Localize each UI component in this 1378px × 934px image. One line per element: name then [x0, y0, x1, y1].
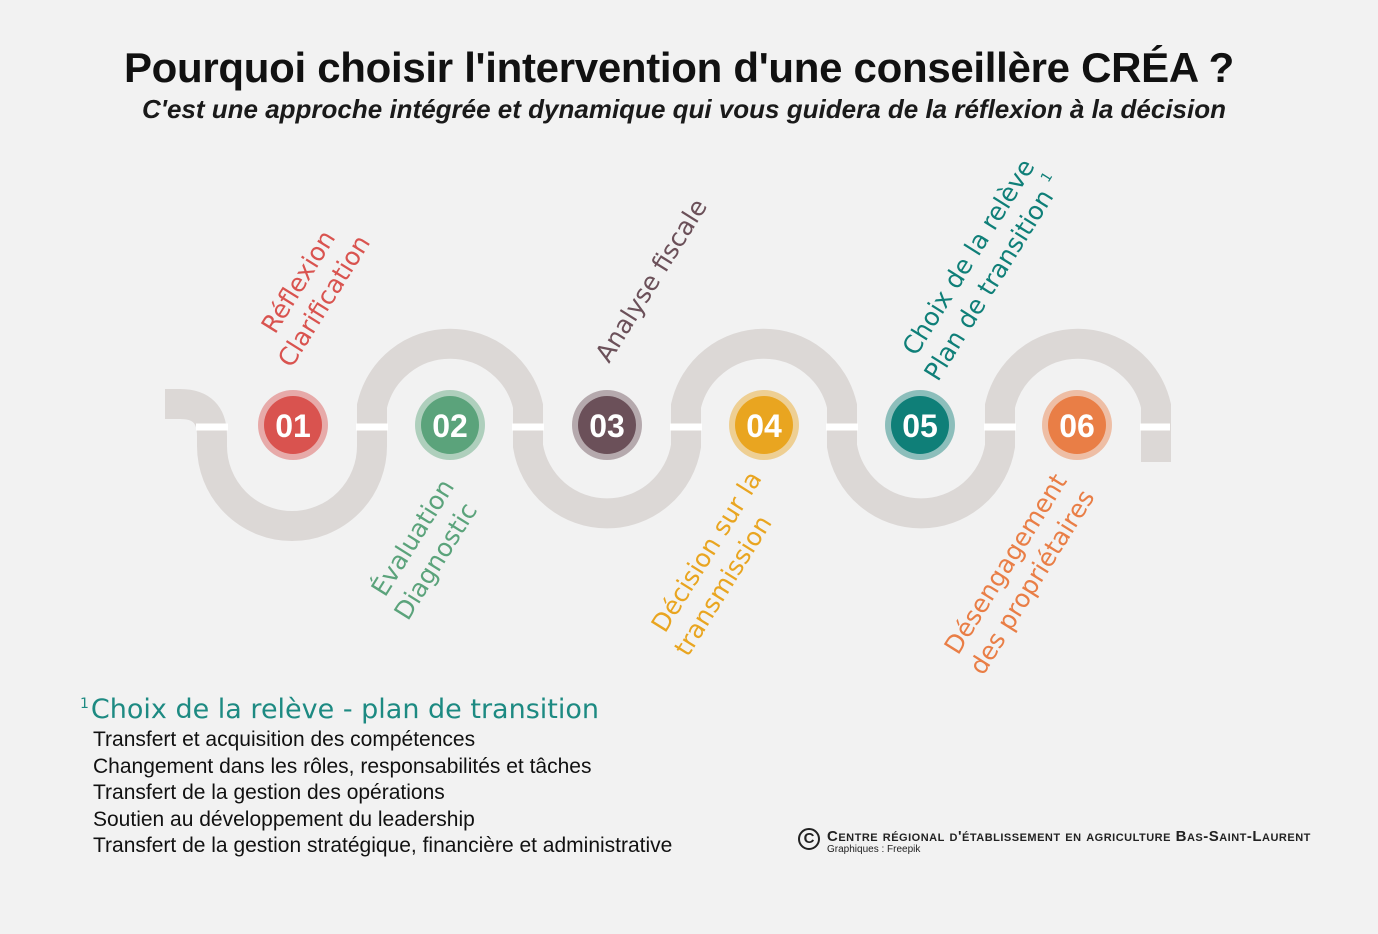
step-01: 01 Réflexion Clarification [245, 213, 376, 460]
step-05-number: 05 [902, 408, 938, 444]
step-01-inner [264, 396, 322, 454]
page-subtitle: C'est une approche intégrée et dynamique… [141, 94, 1226, 124]
step-05-note: 1 [1038, 169, 1056, 185]
footnote-heading: 1Choix de la relève - plan de transition [80, 694, 672, 725]
credit-graphics: Graphiques : Freepik [827, 844, 921, 855]
step-04-inner [735, 396, 793, 454]
step-02-inner [421, 396, 479, 454]
footnote-marker: 1 [80, 696, 89, 712]
footnote-heading-text: Choix de la relève - plan de transition [90, 694, 600, 725]
step-02-number: 02 [432, 408, 468, 444]
step-06: 06 Désengagement des propriétaires [938, 390, 1112, 680]
page-title: Pourquoi choisir l'intervention d'une co… [123, 44, 1235, 91]
footnote-list: Transfert et acquisition des compétences… [93, 727, 672, 860]
step-01-number: 01 [275, 408, 311, 444]
step-05-inner [891, 396, 949, 454]
credit-organization: Centre régional d'établissement en agric… [827, 828, 1311, 845]
step-03-line1: Analyse fiscale [589, 194, 712, 368]
list-item: Changement dans les rôles, responsabilit… [93, 754, 592, 778]
step-06-inner [1048, 396, 1106, 454]
step-06-number: 06 [1059, 408, 1095, 444]
step-03-label: Analyse fiscale [589, 194, 712, 368]
wave-path [165, 328, 1171, 541]
step-02-label: Évaluation Diagnostic [361, 467, 491, 625]
list-item: Soutien au développement du leadership [93, 807, 475, 831]
copyright-icon: C [798, 828, 820, 850]
footnote: 1Choix de la relève - plan de transition… [80, 694, 672, 860]
step-05: 05 Choix de la relève Plan de transition… [885, 154, 1059, 460]
step-03-inner [578, 396, 636, 454]
step-01-label: Réflexion Clarification [245, 213, 376, 372]
list-item: Transfert et acquisition des compétences [93, 728, 476, 751]
step-03-number: 03 [589, 408, 625, 444]
list-item: Transfert de la gestion des opérations [93, 781, 445, 804]
step-04-number: 04 [746, 408, 782, 444]
step-04: 04 Décision sur la transmission [645, 390, 799, 661]
list-item: Transfert de la gestion stratégique, fin… [93, 834, 673, 857]
